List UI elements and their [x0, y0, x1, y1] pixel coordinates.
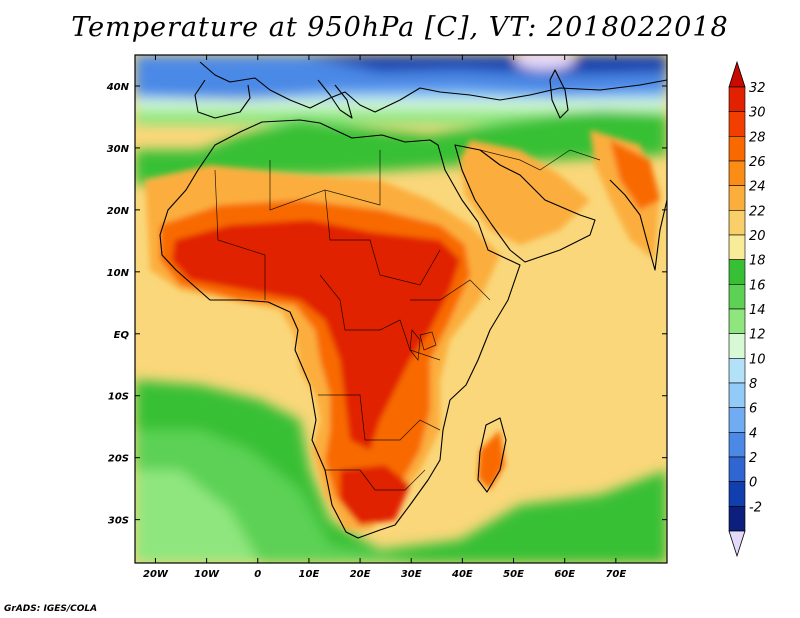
colorbar-label: 28 — [749, 130, 766, 145]
colorbar-segment — [728, 308, 746, 334]
lat-tick-label: 40N — [106, 82, 130, 93]
arabia-coastline — [454, 144, 596, 263]
colorbar-label: 32 — [749, 81, 766, 96]
colorbar-label: 20 — [749, 229, 766, 244]
border-east — [410, 279, 491, 301]
temperature-field — [135, 55, 667, 563]
temperature-contours — [135, 55, 667, 563]
lat-tick-label: 30N — [107, 144, 130, 155]
colorbar-segment — [728, 333, 746, 359]
lon-tick-label: 0 — [254, 569, 261, 580]
italy-coastline — [317, 79, 353, 119]
credit-label: GrADS: IGES/COLA — [4, 604, 98, 614]
colorbar-label: 4 — [749, 426, 757, 441]
map-title: Temperature at 950hPa [C], VT: 201802201… — [71, 12, 729, 43]
lat-tick-label: 10S — [108, 392, 129, 403]
latitude-axis: 40N 30N 20N 10N EQ 10S 20S 30S — [106, 82, 667, 527]
colorbar-label: -2 — [749, 500, 762, 515]
colorbar-segment — [728, 506, 746, 532]
iberia-coastline — [194, 79, 251, 119]
colorbar-segment — [728, 481, 746, 507]
border-south-africa — [325, 469, 426, 491]
colorbar-label: 26 — [749, 155, 766, 170]
lon-tick-label: 20E — [350, 569, 371, 580]
colorbar-segment — [728, 185, 746, 211]
colorbar-label: 18 — [749, 254, 766, 269]
colorbar-label: 12 — [749, 328, 766, 343]
colorbar-label: 6 — [749, 402, 757, 417]
lon-tick-label: 20W — [143, 569, 169, 580]
lat-tick-label: 30S — [108, 516, 129, 527]
border-sahel — [324, 189, 441, 286]
colorbar-bottom-arrow — [728, 530, 746, 558]
colorbar-segment — [728, 160, 746, 186]
colorbar-label: 8 — [749, 377, 757, 392]
plot-frame — [134, 54, 668, 564]
lat-tick-label: 20N — [107, 206, 130, 217]
colorbar-label: 14 — [749, 303, 766, 318]
colorbar-segment — [728, 259, 746, 285]
colorbar-segment — [728, 432, 746, 458]
colorbar-label: 30 — [749, 106, 766, 121]
colorbar-segment — [728, 136, 746, 162]
border-middle-east — [479, 149, 601, 171]
lon-tick-label: 50E — [503, 569, 524, 580]
colorbar-label: 10 — [749, 352, 766, 367]
border-southern — [318, 394, 441, 441]
lat-tick-label: 10N — [107, 268, 130, 279]
border-lake-victoria — [419, 331, 437, 351]
colorbar-segments — [728, 86, 746, 532]
lon-tick-label: 10E — [299, 569, 320, 580]
colorbar-segment — [728, 407, 746, 433]
colorbar-segment — [728, 456, 746, 482]
lon-tick-label: 40E — [451, 569, 473, 580]
lon-tick-label: 70E — [605, 569, 626, 580]
coastlines — [159, 61, 667, 539]
colorbar-segment — [728, 111, 746, 137]
lat-tick-label: 20S — [108, 454, 129, 465]
madagascar-coastline — [477, 417, 507, 493]
colorbar-segment — [728, 382, 746, 408]
colorbar-top-arrow — [728, 60, 746, 88]
lon-tick-label: 30E — [401, 569, 422, 580]
colorbar-label: 2 — [749, 451, 757, 466]
border-sahara-west — [214, 169, 266, 300]
colorbar-label: 24 — [749, 180, 766, 195]
colorbar-segment — [728, 86, 746, 112]
colorbar-label: 0 — [749, 476, 757, 491]
india-coastline — [609, 179, 667, 271]
colorbar-segment — [728, 234, 746, 260]
colorbar-label: 22 — [749, 204, 766, 219]
africa-coastline — [159, 119, 521, 539]
caspian-coastline — [549, 69, 569, 119]
lat-tick-label: EQ — [114, 330, 130, 341]
country-borders — [214, 149, 601, 491]
europe-coastline — [199, 61, 667, 113]
colorbar-segment — [728, 284, 746, 310]
lon-tick-label: 60E — [554, 569, 575, 580]
longitude-axis: 20W 10W 0 10E 20E 30E 40E 50E 60E 70E — [143, 55, 626, 580]
lon-tick-label: 10W — [194, 569, 220, 580]
colorbar-segment — [728, 210, 746, 236]
colorbar-label: 16 — [749, 278, 766, 293]
border-lake — [409, 329, 421, 361]
colorbar-segment — [728, 358, 746, 384]
